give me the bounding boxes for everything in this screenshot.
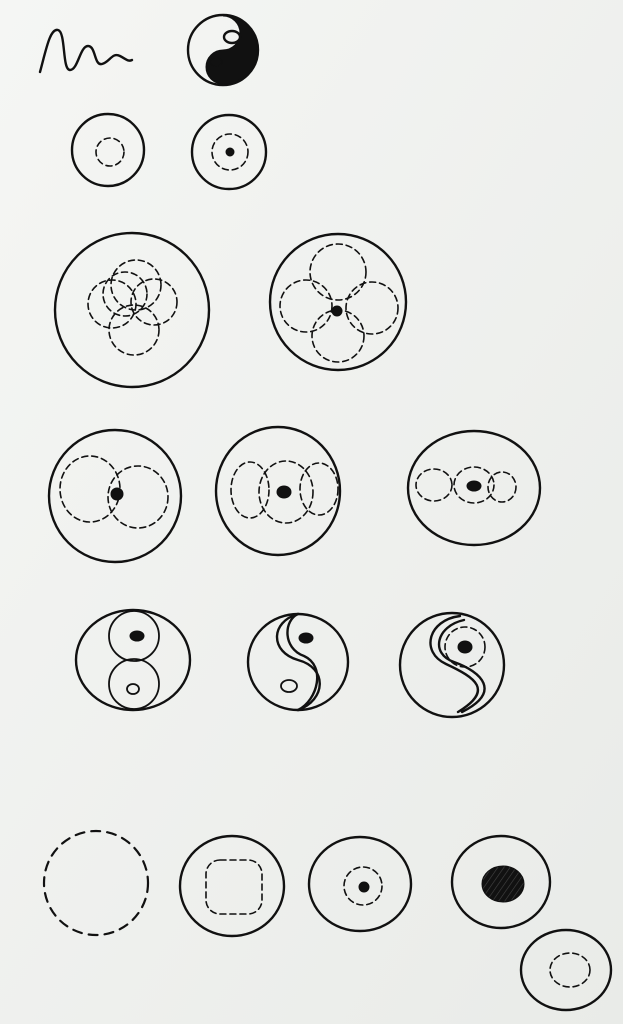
- small-circle-dashed-oval: [519, 928, 613, 1012]
- yin-yang-symbol: [186, 13, 260, 87]
- rosette-four-petal: [268, 232, 408, 372]
- circle-stacked-pair: [74, 608, 192, 712]
- wavy-signature: [38, 28, 134, 74]
- circle-with-inner-dashed-ring: [70, 112, 146, 188]
- yin-yang-double-stroke: [398, 611, 506, 719]
- circle-three-lobes: [214, 425, 342, 557]
- circle-with-dashed-ring-and-dot: [190, 113, 268, 191]
- circle-dashed-ring-dot: [307, 835, 413, 933]
- circle-three-small-loops: [406, 429, 542, 547]
- rosette-overlapping-circles: [53, 231, 211, 389]
- circle-with-rounded-square-dashed: [178, 834, 286, 938]
- yin-yang-outline: [246, 612, 350, 712]
- circle-two-lobes: [47, 428, 183, 564]
- dashed-circle: [42, 829, 150, 937]
- circle-with-dark-core: [450, 834, 552, 930]
